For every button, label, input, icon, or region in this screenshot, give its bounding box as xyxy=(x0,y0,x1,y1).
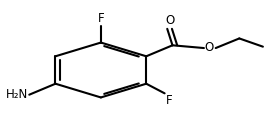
Text: O: O xyxy=(205,41,214,54)
Text: H₂N: H₂N xyxy=(6,88,28,101)
Text: O: O xyxy=(165,14,174,27)
Text: F: F xyxy=(97,12,104,25)
Text: F: F xyxy=(166,94,173,107)
